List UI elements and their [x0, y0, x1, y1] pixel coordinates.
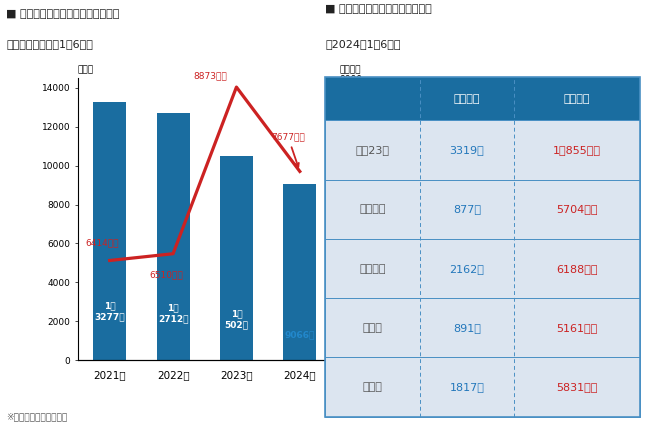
Text: 平均価格の推移（1～6月）: 平均価格の推移（1～6月）: [6, 39, 94, 49]
Bar: [325, 77, 640, 417]
Text: ■ エリア別の供給戸数と平均価格: ■ エリア別の供給戸数と平均価格: [325, 4, 432, 14]
Text: 1万
502戸: 1万 502戸: [224, 309, 248, 329]
Text: 3319戸: 3319戸: [450, 145, 484, 155]
Text: ■ 首都圈新築マンション供給戸数と: ■ 首都圈新築マンション供給戸数と: [6, 9, 120, 19]
Text: （万円）: （万円）: [339, 66, 361, 75]
Text: 1817戸: 1817戸: [449, 382, 484, 392]
Text: 891戸: 891戸: [453, 323, 481, 333]
Text: 877戸: 877戸: [453, 204, 481, 214]
Text: 6188万円: 6188万円: [556, 263, 598, 273]
Text: 千葉県: 千葉県: [362, 382, 382, 392]
Text: （戸）: （戸）: [78, 65, 94, 74]
Text: 多摩地区: 多摩地区: [359, 204, 385, 214]
Text: 1万
3277戸: 1万 3277戸: [94, 301, 125, 322]
Text: 東京23区: 東京23区: [356, 145, 389, 155]
Bar: [220, 156, 253, 360]
Text: 神奈川県: 神奈川県: [359, 263, 385, 273]
Text: 6414万円: 6414万円: [86, 239, 119, 248]
Text: 8873万円: 8873万円: [193, 71, 227, 80]
Text: ※不動産経済研究所調べ: ※不動産経済研究所調べ: [6, 412, 68, 421]
Text: 埼玉県: 埼玉県: [362, 323, 382, 333]
Text: 5831万円: 5831万円: [556, 382, 598, 392]
Text: （2024年1～6月）: （2024年1～6月）: [325, 39, 400, 49]
Text: 供給戸数: 供給戸数: [454, 94, 480, 104]
Bar: [93, 102, 126, 360]
Bar: [325, 180, 640, 239]
Text: 5161万円: 5161万円: [556, 323, 598, 333]
Bar: [283, 184, 317, 360]
Bar: [157, 113, 190, 360]
Text: 1億855万円: 1億855万円: [553, 145, 601, 155]
Bar: [325, 239, 640, 298]
Text: 1万
2712戸: 1万 2712戸: [158, 303, 188, 323]
Text: 6510万円: 6510万円: [149, 270, 183, 279]
Bar: [325, 77, 640, 120]
Text: 7677万円: 7677万円: [271, 133, 305, 167]
Text: 2162戸: 2162戸: [449, 263, 484, 273]
Bar: [325, 358, 640, 417]
Text: 5704万円: 5704万円: [556, 204, 598, 214]
Text: 平均価格: 平均価格: [564, 94, 590, 104]
Text: 9066戸: 9066戸: [285, 330, 315, 339]
Bar: [325, 298, 640, 358]
Bar: [325, 120, 640, 180]
